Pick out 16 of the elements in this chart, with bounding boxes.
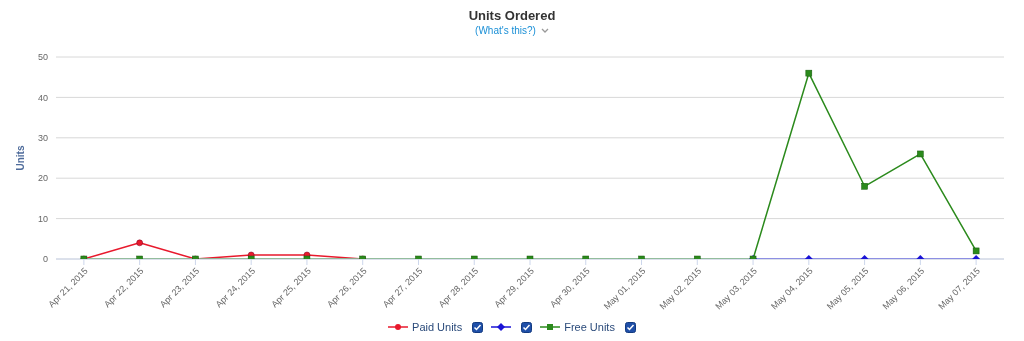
y-tick-label: 0: [42, 254, 48, 265]
y-tick-label: 40: [37, 92, 48, 103]
point: [136, 239, 143, 247]
y-tick-label: 10: [37, 213, 48, 224]
y-axis-title: Units: [14, 145, 26, 171]
y-tick-label: 50: [37, 52, 48, 63]
legend-label: Paid Units: [412, 321, 463, 333]
legend-label: Free Units: [564, 321, 615, 333]
point: [917, 150, 924, 158]
y-tick-label: 30: [37, 132, 48, 143]
point: [805, 69, 813, 77]
chart-subtitle: (What's this?): [475, 25, 536, 36]
point: [972, 247, 980, 255]
y-tick-label: 20: [37, 173, 48, 184]
chart-title: Units Ordered: [467, 8, 557, 23]
point: [861, 183, 868, 190]
